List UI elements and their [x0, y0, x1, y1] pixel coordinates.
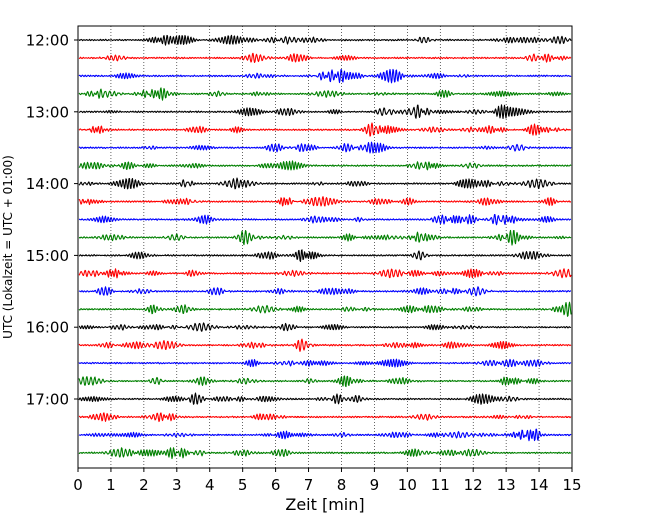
x-tick-label-11: 11 — [431, 476, 450, 494]
trace-group — [78, 34, 572, 460]
x-tick-label-12: 12 — [464, 476, 483, 494]
y-tick-label-5: 17:00 — [26, 391, 69, 409]
x-tick-label-8: 8 — [337, 476, 347, 494]
x-tick-label-15: 15 — [562, 476, 581, 494]
x-tick-label-14: 14 — [530, 476, 549, 494]
x-tick-label-7: 7 — [304, 476, 314, 494]
trace-row-10 — [78, 213, 572, 226]
trace-row-0 — [78, 34, 572, 46]
trace-row-8 — [78, 177, 572, 190]
trace-row-22 — [78, 428, 572, 442]
trace-row-18 — [78, 358, 572, 368]
trace-row-1 — [78, 52, 572, 64]
x-tick-label-6: 6 — [271, 476, 281, 494]
plot-frame — [77, 25, 573, 469]
trace-row-5 — [78, 122, 572, 137]
x-tick-label-2: 2 — [139, 476, 149, 494]
trace-row-21 — [78, 412, 572, 423]
x-tick-label-0: 0 — [73, 476, 83, 494]
tick-group: 0 1 2 3 4 5 6 7 8 9 10 11 12 13 14 1512:0013:0014:0015:… — [26, 32, 582, 495]
trace-row-13 — [78, 268, 572, 279]
trace-row-6 — [78, 141, 572, 154]
trace-row-3 — [78, 87, 572, 101]
y-tick-label-2: 14:00 — [26, 175, 69, 193]
y-tick-label-0: 12:00 — [26, 32, 69, 50]
trace-row-4 — [78, 104, 572, 120]
x-axis-label: Zeit [min] — [285, 495, 364, 514]
trace-row-12 — [78, 249, 572, 263]
trace-row-17 — [78, 338, 572, 352]
trace-row-11 — [78, 229, 572, 246]
trace-row-19 — [78, 375, 572, 388]
x-tick-label-9: 9 — [370, 476, 380, 494]
trace-row-2 — [78, 68, 572, 84]
y-axis-label: UTC (Lokalzeit = UTC + 01:00) — [1, 155, 15, 339]
trace-row-14 — [78, 286, 572, 297]
trace-row-16 — [78, 322, 572, 332]
x-tick-label-4: 4 — [205, 476, 215, 494]
trace-row-9 — [78, 196, 572, 207]
trace-row-7 — [78, 160, 572, 171]
x-tick-label-5: 5 — [238, 476, 248, 494]
y-tick-label-3: 15:00 — [26, 247, 69, 265]
trace-row-20 — [78, 392, 572, 405]
y-tick-label-1: 13:00 — [26, 103, 69, 121]
trace-row-15 — [78, 301, 572, 317]
trace-row-23 — [78, 447, 572, 460]
x-tick-label-3: 3 — [172, 476, 182, 494]
x-tick-label-10: 10 — [398, 476, 417, 494]
x-tick-label-1: 1 — [106, 476, 116, 494]
x-tick-label-13: 13 — [497, 476, 516, 494]
y-tick-label-4: 16:00 — [26, 319, 69, 337]
